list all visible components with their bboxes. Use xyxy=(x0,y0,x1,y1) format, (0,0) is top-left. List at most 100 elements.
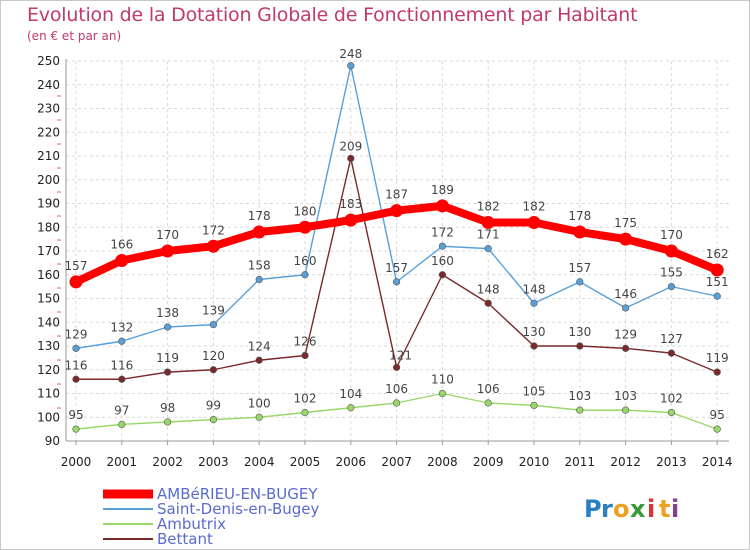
x-tick-label: 2004 xyxy=(244,455,275,469)
data-label: 158 xyxy=(248,259,271,273)
data-point xyxy=(301,271,309,279)
data-point xyxy=(667,408,676,417)
data-label: 130 xyxy=(568,325,591,339)
y-tick-label: 110 xyxy=(37,387,60,401)
data-label: 102 xyxy=(660,392,683,406)
data-label: 157 xyxy=(385,261,408,275)
data-label: 116 xyxy=(65,358,88,372)
data-point xyxy=(438,242,447,250)
data-point xyxy=(347,62,355,70)
data-point xyxy=(484,245,492,253)
data-label: 106 xyxy=(477,382,500,396)
data-point xyxy=(206,239,220,253)
data-label: 124 xyxy=(248,339,271,353)
data-point xyxy=(161,244,175,258)
series-layer xyxy=(69,62,724,433)
data-point xyxy=(664,244,678,258)
data-label: 129 xyxy=(614,327,637,341)
data-label: 162 xyxy=(706,247,729,261)
y-tick-label: 210 xyxy=(37,149,60,163)
data-point xyxy=(576,278,584,286)
x-tick-label: 2010 xyxy=(519,455,550,469)
data-label: 110 xyxy=(431,373,454,387)
data-point xyxy=(713,292,721,300)
legend: AMBéRIEU-EN-BUGEYSaint-Denis-en-BugeyAmb… xyxy=(103,485,320,548)
data-label: 170 xyxy=(156,228,179,242)
data-label: 105 xyxy=(523,384,546,398)
legend-label: Ambutrix xyxy=(157,515,226,533)
y-tick-label: 240 xyxy=(37,78,60,92)
data-label: 146 xyxy=(614,287,637,301)
y-tick-label: 140 xyxy=(37,315,60,329)
data-label: 182 xyxy=(523,200,546,214)
logo-letter: i xyxy=(671,495,679,523)
data-point xyxy=(72,344,80,352)
logo-letter: i xyxy=(647,495,655,523)
data-point xyxy=(393,363,401,371)
chart-subtitle: (en € et par an) xyxy=(27,29,122,43)
x-tick-label: 2002 xyxy=(152,455,183,469)
data-point xyxy=(619,232,633,246)
x-tick-label: 2012 xyxy=(610,455,641,469)
data-label: 172 xyxy=(202,223,225,237)
y-tick-label: 200 xyxy=(37,173,60,187)
y-tick-label: 190 xyxy=(37,197,60,211)
data-label: 103 xyxy=(614,389,637,403)
y-tick-label: 170 xyxy=(37,244,60,258)
x-tick-label: 2003 xyxy=(198,455,229,469)
data-label: 130 xyxy=(523,325,546,339)
data-point xyxy=(667,283,676,291)
data-label: 119 xyxy=(156,351,179,365)
data-label: 95 xyxy=(710,408,725,422)
logo-letter: x xyxy=(630,495,646,523)
data-point xyxy=(255,413,263,421)
data-point xyxy=(438,389,447,398)
y-tick-label: 150 xyxy=(37,292,60,306)
data-point xyxy=(209,321,217,329)
data-label: 209 xyxy=(339,139,362,153)
data-point xyxy=(530,342,538,350)
data-point xyxy=(255,356,263,364)
data-point xyxy=(255,275,263,284)
data-point xyxy=(118,337,126,345)
data-point xyxy=(164,323,172,331)
data-label: 99 xyxy=(206,399,221,413)
data-label: 148 xyxy=(477,282,500,296)
data-point xyxy=(347,404,355,412)
x-tick-label: 2013 xyxy=(656,455,687,469)
data-label: 175 xyxy=(614,216,637,230)
data-label: 138 xyxy=(156,306,179,320)
data-point xyxy=(527,216,541,229)
y-tick-label: 120 xyxy=(37,363,60,377)
data-label: 183 xyxy=(339,197,362,211)
data-label: 126 xyxy=(294,335,317,349)
data-label-layer: 95 97 98 99 100 102 104 106 110 106 105 103 103 102 95… xyxy=(65,47,729,422)
data-label: 189 xyxy=(431,183,454,197)
data-point xyxy=(530,401,538,409)
x-tick-label: 2000 xyxy=(61,455,92,469)
data-point xyxy=(164,368,172,376)
data-point xyxy=(72,375,80,383)
data-label: 157 xyxy=(65,259,88,273)
data-label: 180 xyxy=(294,204,317,218)
data-label: 155 xyxy=(660,266,683,280)
data-label: 102 xyxy=(294,392,317,406)
y-tick-label: 180 xyxy=(37,220,60,234)
data-point xyxy=(710,263,724,277)
data-point xyxy=(69,275,83,289)
data-label: 98 xyxy=(160,401,175,415)
x-tick-label: 2011 xyxy=(565,455,596,469)
data-label: 121 xyxy=(389,348,412,362)
data-point xyxy=(118,375,126,383)
y-tick-label: 220 xyxy=(37,125,60,139)
data-point xyxy=(301,351,309,360)
data-label: 172 xyxy=(431,225,454,239)
x-tick-label: 2014 xyxy=(702,455,733,469)
x-tick-label: 2008 xyxy=(427,455,458,469)
data-point xyxy=(484,299,492,307)
data-label: 157 xyxy=(568,261,591,275)
y-tick-label: 130 xyxy=(37,339,60,353)
data-point xyxy=(576,406,584,414)
data-point xyxy=(164,418,172,426)
